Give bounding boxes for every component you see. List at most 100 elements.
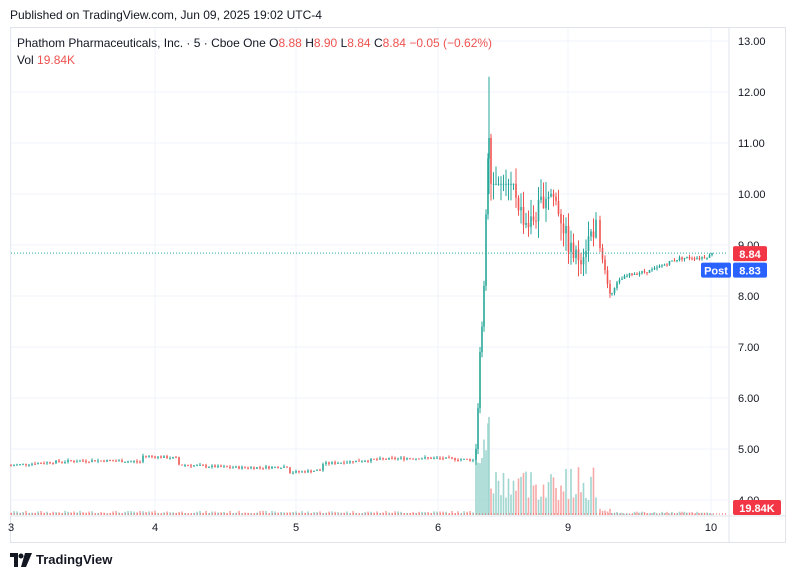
candle-body — [621, 278, 623, 280]
volume-bar — [367, 511, 369, 515]
symbol-name[interactable]: Phathom Pharmaceuticals, Inc. · 5 · Cboe… — [17, 36, 266, 50]
volume-bar — [585, 497, 587, 515]
candle-body — [582, 257, 585, 265]
candle-body — [304, 471, 306, 473]
published-caption: Published on TradingView.com, Jun 09, 20… — [10, 8, 322, 22]
candle-body — [307, 470, 309, 473]
volume-bar — [352, 511, 354, 515]
candle-body — [283, 466, 285, 468]
volume-bar — [510, 494, 512, 515]
candle-body — [631, 273, 633, 275]
candle-body — [547, 196, 550, 200]
candle-body — [661, 265, 663, 267]
candle-body — [671, 260, 673, 262]
candle-body — [698, 258, 701, 260]
candle-body — [532, 216, 535, 221]
volume-bar — [711, 513, 713, 515]
candle-body — [424, 457, 426, 459]
candle-body — [663, 264, 666, 266]
candle-body — [367, 460, 369, 462]
candle-body — [701, 257, 703, 259]
candle-body — [666, 264, 668, 266]
volume-bar — [708, 513, 711, 515]
candle-body — [124, 461, 126, 463]
candle-body — [109, 459, 111, 461]
candle-body — [490, 137, 492, 184]
candle-body — [575, 249, 577, 259]
open-value: 8.88 — [278, 36, 302, 50]
candle-body — [535, 220, 537, 222]
candle-body — [436, 457, 438, 459]
candle-body — [433, 457, 435, 459]
volume-bar — [497, 480, 500, 515]
candle-body — [580, 260, 582, 265]
candle-body — [127, 461, 129, 463]
candle-body — [485, 214, 487, 286]
volume-bar — [274, 511, 276, 515]
candle-body — [618, 279, 621, 283]
candle-body — [214, 465, 216, 468]
volume-bar — [463, 511, 465, 515]
candle-body — [166, 456, 168, 459]
candle-body — [570, 242, 572, 252]
candle-body — [653, 268, 656, 270]
candle-body — [403, 457, 405, 460]
volume-bar — [592, 467, 595, 515]
y-tick-label: 6.00 — [738, 393, 759, 405]
candle-body — [190, 465, 192, 467]
candle-body — [656, 267, 658, 269]
candle-body — [592, 231, 595, 238]
candle-body — [628, 273, 631, 276]
volume-bar — [79, 510, 81, 515]
volume-bar — [181, 511, 183, 515]
candle-body — [510, 183, 512, 185]
volume-bar — [418, 511, 420, 515]
candle-body — [406, 458, 408, 460]
volume-bar — [16, 511, 18, 515]
candle-body — [310, 470, 312, 472]
volume-bar — [52, 511, 54, 515]
candle-body — [481, 326, 483, 353]
volume-bar — [154, 510, 156, 515]
high-value: 8.90 — [313, 36, 338, 50]
volume-bar — [400, 511, 402, 515]
candle-body — [577, 249, 580, 261]
volume-bar — [515, 490, 517, 515]
candle-body — [244, 466, 246, 468]
candle-body — [187, 465, 189, 467]
candle-body — [340, 462, 342, 464]
candle-body — [646, 272, 648, 274]
volume-bar — [112, 511, 114, 515]
volume-bar — [648, 513, 651, 515]
volume-bar — [609, 508, 611, 515]
candle-body — [289, 467, 291, 474]
candle-body — [668, 261, 671, 265]
tradingview-logo[interactable]: TradingView — [10, 552, 112, 567]
volume-bar — [606, 511, 609, 515]
volume-bar — [37, 511, 39, 515]
volume-bar — [666, 511, 668, 515]
volume-bar — [40, 510, 42, 515]
candle-body — [638, 273, 641, 275]
close-value: 8.84 — [382, 36, 406, 50]
candle-body — [606, 270, 609, 284]
volume-bar — [495, 472, 497, 515]
volume-bar — [505, 497, 507, 515]
y-tick-label: 7.00 — [738, 342, 759, 354]
candle-body — [391, 457, 393, 459]
candle-body — [641, 271, 643, 274]
candle-body — [199, 464, 201, 466]
volume-bar — [582, 482, 585, 515]
candle-body — [121, 460, 123, 463]
volume-bar — [481, 457, 483, 515]
volume-bar — [572, 497, 575, 515]
candle-body — [545, 199, 547, 209]
candle-body — [322, 464, 324, 471]
volume-bar — [205, 510, 207, 515]
y-tick-label: 11.00 — [738, 138, 765, 150]
volume-bar — [540, 496, 542, 515]
candle-body — [334, 462, 336, 464]
volume-bar — [229, 510, 231, 515]
candle-body — [537, 200, 540, 222]
